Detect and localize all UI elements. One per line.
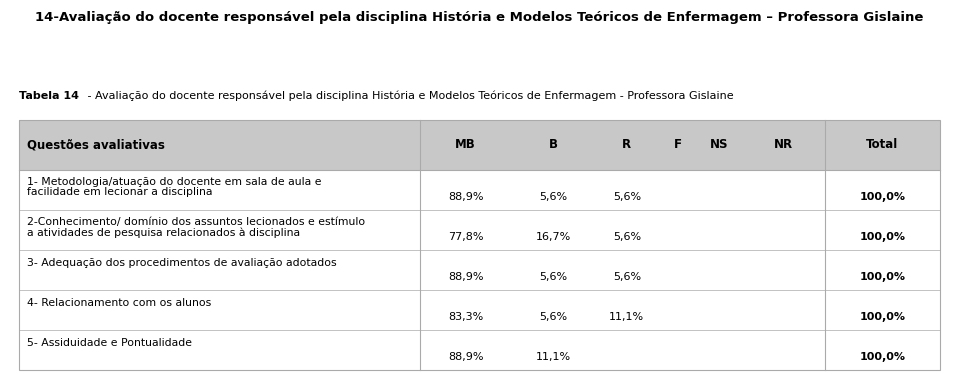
Text: 100,0%: 100,0% — [859, 312, 905, 322]
Text: 4- Relacionamento com os alunos: 4- Relacionamento com os alunos — [27, 298, 211, 309]
Text: 5,6%: 5,6% — [539, 192, 567, 202]
Text: 14-Avaliação do docente responsável pela disciplina História e Modelos Teóricos : 14-Avaliação do docente responsável pela… — [35, 11, 924, 24]
Text: 5,6%: 5,6% — [539, 272, 567, 282]
Text: NS: NS — [710, 138, 728, 151]
Text: MB: MB — [456, 138, 476, 151]
Text: 83,3%: 83,3% — [448, 312, 483, 322]
Text: Tabela 14: Tabela 14 — [19, 91, 80, 101]
Text: F: F — [673, 138, 682, 151]
Text: 5- Assiduidade e Pontualidade: 5- Assiduidade e Pontualidade — [27, 338, 192, 349]
Text: Questões avaliativas: Questões avaliativas — [27, 138, 165, 151]
Text: 88,9%: 88,9% — [448, 192, 483, 202]
Text: facilidade em lecionar a disciplina: facilidade em lecionar a disciplina — [27, 187, 212, 197]
Text: 1- Metodologia/atuação do docente em sala de aula e: 1- Metodologia/atuação do docente em sal… — [27, 177, 321, 187]
Text: a atividades de pesquisa relacionados à disciplina: a atividades de pesquisa relacionados à … — [27, 227, 300, 238]
Text: 5,6%: 5,6% — [613, 192, 641, 202]
Text: 11,1%: 11,1% — [535, 352, 571, 362]
Text: 100,0%: 100,0% — [859, 232, 905, 242]
Text: 5,6%: 5,6% — [613, 232, 641, 242]
Text: NR: NR — [774, 138, 793, 151]
Text: 77,8%: 77,8% — [448, 232, 483, 242]
Text: 16,7%: 16,7% — [535, 232, 571, 242]
Text: - Avaliação do docente responsável pela disciplina História e Modelos Teóricos d: - Avaliação do docente responsável pela … — [84, 91, 734, 101]
Text: 88,9%: 88,9% — [448, 272, 483, 282]
Text: B: B — [549, 138, 557, 151]
Text: 5,6%: 5,6% — [613, 272, 641, 282]
Text: 3- Adequação dos procedimentos de avaliação adotados: 3- Adequação dos procedimentos de avalia… — [27, 258, 337, 269]
Text: 100,0%: 100,0% — [859, 352, 905, 362]
Text: Total: Total — [866, 138, 899, 151]
Text: 5,6%: 5,6% — [539, 312, 567, 322]
Text: 11,1%: 11,1% — [609, 312, 644, 322]
Text: 100,0%: 100,0% — [859, 272, 905, 282]
Text: 100,0%: 100,0% — [859, 192, 905, 202]
Text: 2-Conhecimento/ domínio dos assuntos lecionados e estímulo: 2-Conhecimento/ domínio dos assuntos lec… — [27, 217, 365, 227]
Text: 88,9%: 88,9% — [448, 352, 483, 362]
Text: R: R — [622, 138, 631, 151]
